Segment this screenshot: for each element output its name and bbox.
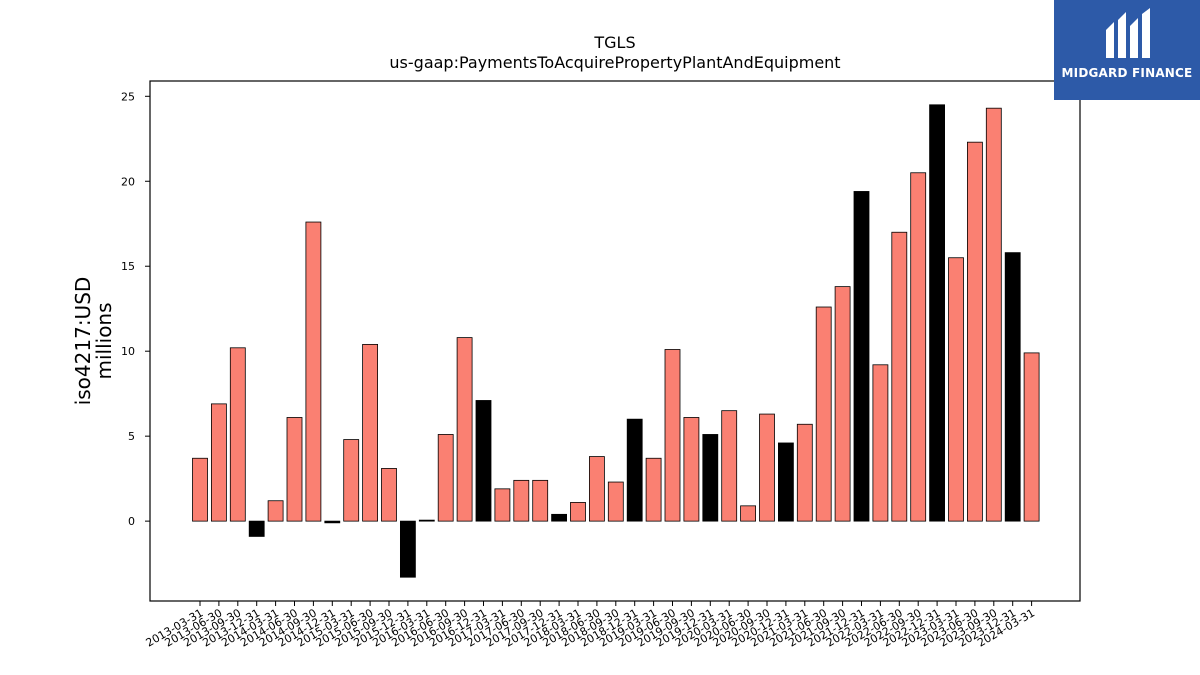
bar-2019-06-30 (664, 349, 681, 522)
bar-2015-09-30 (381, 468, 397, 522)
bar-2020-06-30 (740, 505, 756, 522)
bars-group (192, 104, 1040, 578)
bar-2019-03-31 (645, 457, 662, 522)
bar-2013-06-30 (210, 403, 227, 522)
bar-2013-03-31 (192, 457, 208, 522)
bar-2022-09-30 (910, 172, 927, 522)
midgard-mh-icon (1106, 8, 1150, 58)
bar-2023-12-31 (1004, 252, 1021, 522)
bar-2017-03-31 (494, 488, 511, 522)
bar-2023-03-31 (948, 257, 964, 522)
bar-2023-09-30 (985, 107, 1002, 522)
y-tick-label-0: 0 (128, 515, 135, 528)
bar-2015-03-31 (343, 439, 360, 522)
y-tick-label-25: 25 (121, 90, 135, 103)
midgard-finance-logo: MIDGARD FINANCE (1054, 0, 1200, 100)
bar-2017-12-31 (551, 513, 567, 522)
y-axis: 0 5 10 15 20 25 (121, 90, 150, 528)
bar-2014-06-30 (286, 417, 303, 522)
bar-2024-03-31 (1023, 352, 1040, 522)
bar-2016-06-30 (437, 434, 454, 522)
bar-2018-09-30 (607, 481, 624, 522)
y-tick-label-10: 10 (121, 345, 135, 358)
bar-2022-03-31 (872, 364, 889, 522)
logo-text: MIDGARD FINANCE (1061, 66, 1193, 80)
bar-2016-03-31 (418, 519, 435, 522)
bar-2017-09-30 (532, 479, 549, 522)
bar-2013-12-31 (248, 520, 265, 537)
bar-2020-03-31 (721, 410, 738, 522)
bar-2020-12-31 (778, 442, 794, 522)
bar-2018-03-31 (570, 502, 586, 522)
bar-2017-06-30 (513, 479, 530, 522)
bar-2013-09-30 (229, 347, 246, 522)
chart-title: TGLS (593, 33, 635, 52)
bar-2021-06-30 (815, 306, 832, 522)
bar-2018-12-31 (626, 418, 643, 522)
bar-2021-09-30 (834, 286, 851, 522)
chart-subtitle: us-gaap:PaymentsToAcquirePropertyPlantAn… (389, 53, 840, 72)
bar-2015-06-30 (362, 343, 379, 522)
bar-2022-12-31 (929, 104, 945, 522)
bar-2014-09-30 (305, 221, 322, 522)
bar-2015-12-31 (399, 520, 416, 578)
bar-2021-12-31 (853, 191, 870, 522)
bar-2016-12-31 (475, 400, 492, 522)
y-tick-label-5: 5 (128, 430, 135, 443)
bar-2014-12-31 (324, 520, 341, 524)
y-axis-label: iso4217:USDmillions (71, 277, 116, 406)
bar-2019-09-30 (683, 417, 700, 522)
y-tick-label-15: 15 (121, 260, 135, 273)
bar-2022-06-30 (891, 231, 908, 522)
bar-2023-06-30 (967, 141, 983, 522)
plot-frame (149, 80, 1081, 602)
bar-2016-09-30 (456, 337, 473, 522)
y-tick-label-20: 20 (121, 175, 135, 188)
x-axis: 2013-03-312013-06-302013-09-302013-12-31… (144, 601, 1037, 650)
bar-2020-09-30 (759, 413, 775, 522)
bar-2019-12-31 (702, 434, 719, 522)
bar-2021-03-31 (796, 423, 813, 522)
bar-2014-03-31 (267, 500, 284, 522)
bar-2018-06-30 (589, 456, 605, 522)
